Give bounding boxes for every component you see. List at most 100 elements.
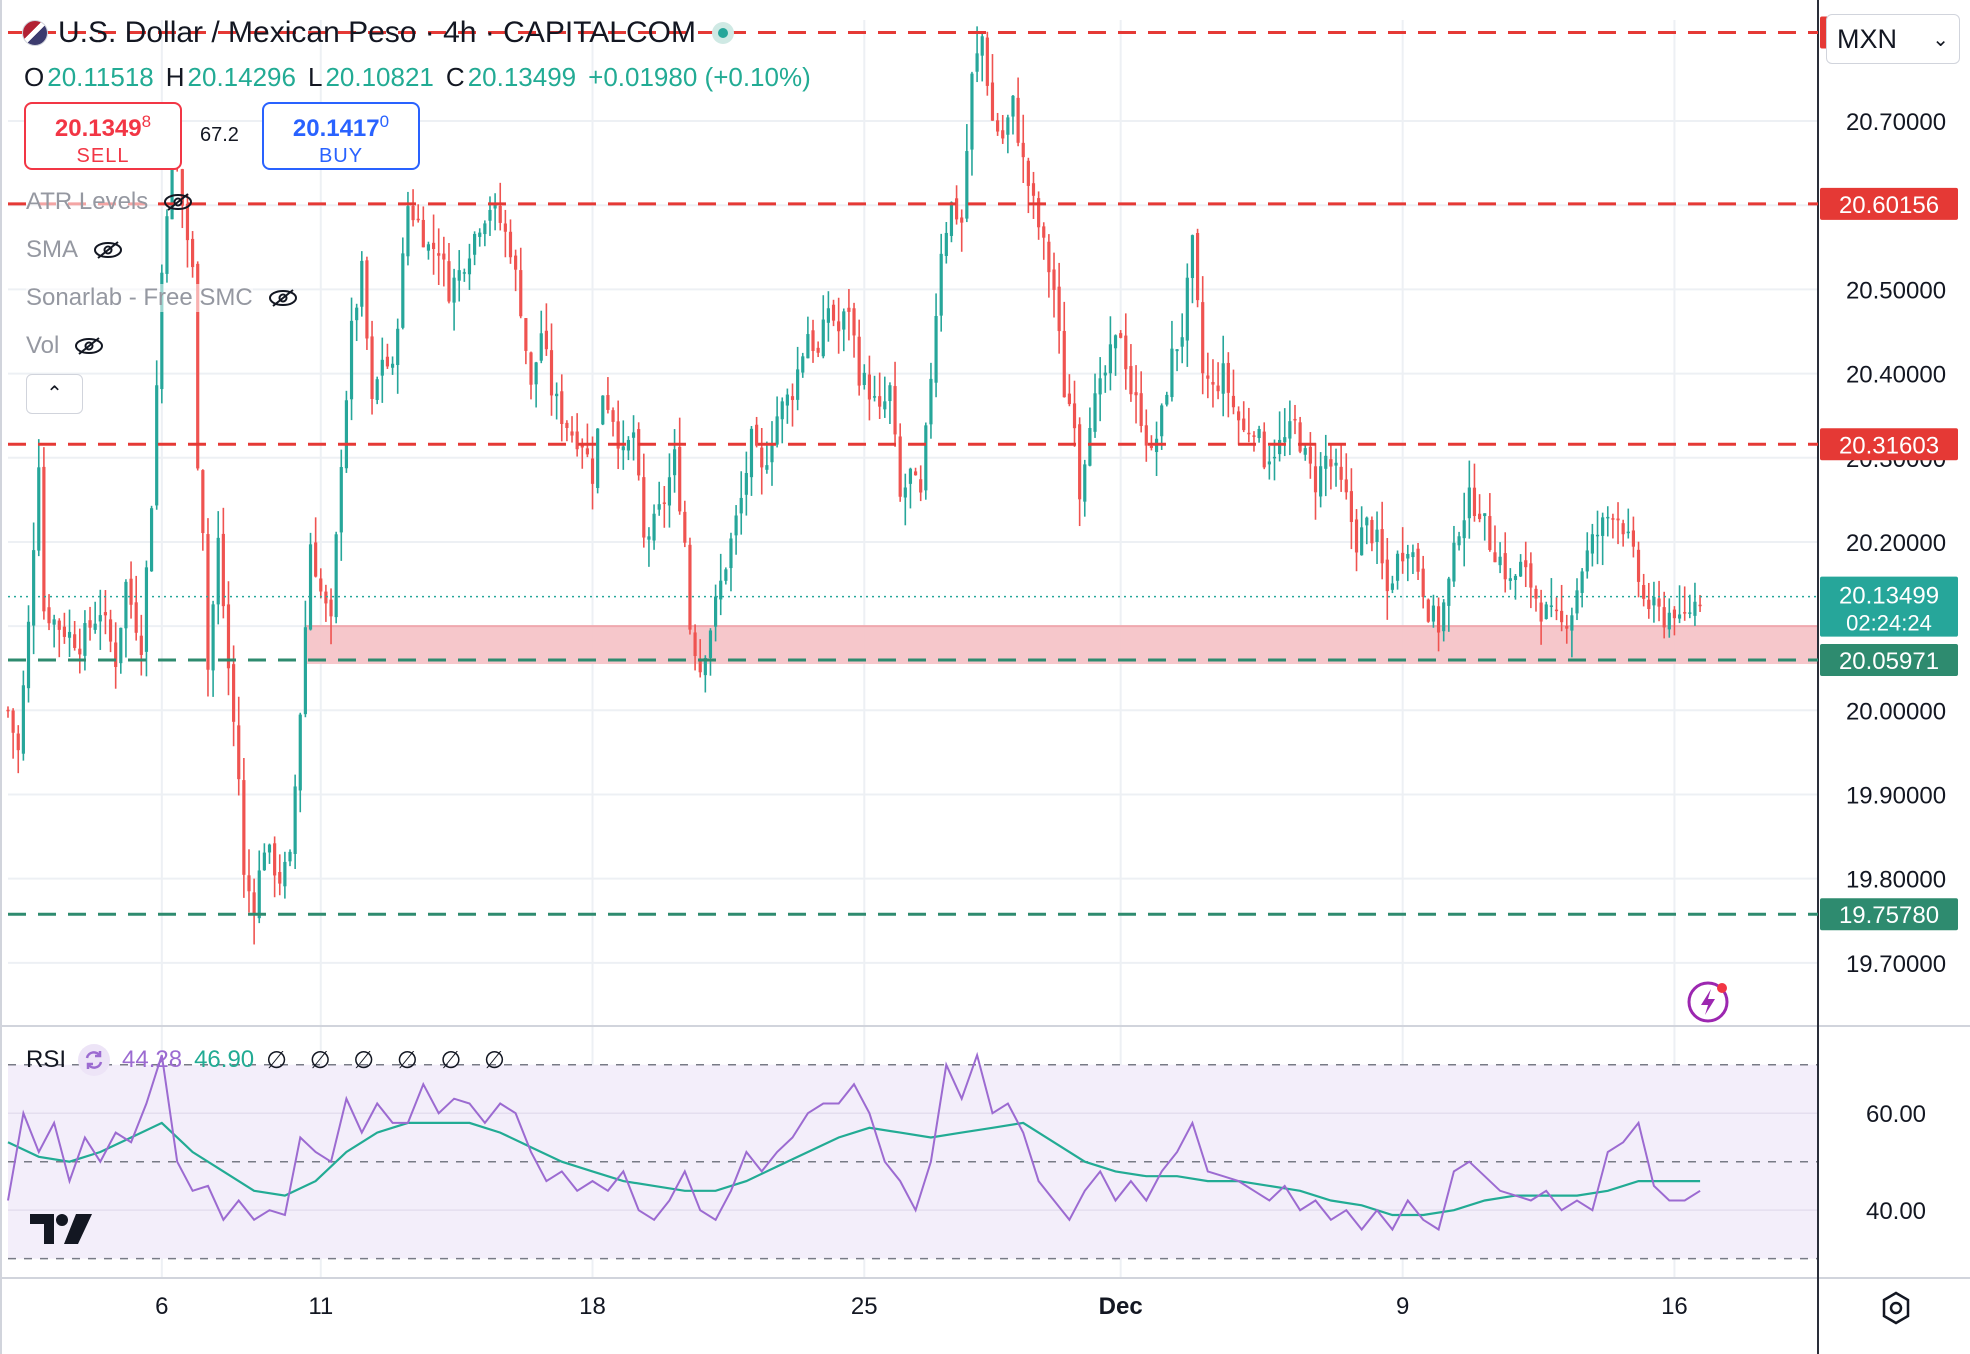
candle-body — [1411, 552, 1415, 558]
eye-hidden-icon[interactable] — [73, 336, 105, 356]
lightning-icon[interactable] — [1686, 980, 1730, 1024]
candle-body — [1667, 612, 1671, 630]
time-tick-label: 6 — [155, 1293, 168, 1320]
indicator-vol[interactable]: Vol — [26, 332, 105, 360]
candle-body — [196, 263, 200, 469]
candle-body — [1201, 302, 1205, 374]
candle-body — [878, 396, 882, 407]
candle-body — [949, 202, 954, 236]
candle-body — [678, 446, 682, 512]
price-tick-label: 19.90000 — [1846, 782, 1946, 809]
tradingview-logo-icon[interactable] — [30, 1212, 94, 1246]
candle-body — [1134, 392, 1138, 396]
candle-body — [365, 260, 369, 339]
candle-body — [575, 431, 579, 450]
candle-body — [493, 203, 497, 209]
rsi-legend[interactable]: RSI 44.28 46.90 ∅ ∅ ∅ ∅ ∅ ∅ — [26, 1044, 513, 1076]
time-tick-label: 9 — [1396, 1293, 1409, 1320]
indicator-label: Sonarlab - Free SMC — [26, 284, 253, 312]
candle-body — [739, 497, 743, 514]
candle-body — [442, 253, 446, 260]
candle-body — [693, 632, 697, 657]
candle-body — [1006, 117, 1010, 135]
price-tick-label: 19.80000 — [1846, 867, 1946, 894]
candle-body — [893, 386, 897, 435]
candle-body — [1575, 590, 1579, 614]
candle-body — [503, 223, 507, 232]
candle-body — [719, 580, 723, 600]
indicator-sonarlab-smc[interactable]: Sonarlab - Free SMC — [26, 284, 299, 312]
candle-body — [1226, 362, 1230, 393]
candle-body — [667, 477, 672, 506]
candle-body — [519, 270, 523, 317]
sync-icon[interactable] — [78, 1044, 111, 1076]
candle-body — [390, 363, 395, 368]
candle-body — [1344, 479, 1348, 493]
candle-body — [1190, 235, 1195, 279]
candle-body — [1452, 542, 1456, 582]
candle-body — [411, 205, 415, 221]
candle-body — [11, 710, 15, 733]
candle-body — [1385, 559, 1389, 592]
candle-body — [601, 395, 605, 425]
candle-body — [847, 307, 851, 312]
candle-body — [1052, 269, 1056, 290]
candle-body — [149, 508, 154, 572]
candle-body — [1457, 536, 1461, 546]
candle-body — [1160, 405, 1164, 437]
collapse-legend-button[interactable]: ⌃ — [26, 374, 83, 414]
candle-body — [303, 627, 307, 715]
candle-body — [26, 621, 31, 689]
candle-body — [1334, 462, 1338, 466]
candle-body — [52, 619, 56, 625]
candle-body — [1472, 487, 1477, 517]
candle-body — [749, 428, 754, 478]
candle-body — [1401, 552, 1405, 562]
candle-body — [1431, 605, 1436, 622]
candle-body — [621, 446, 625, 451]
candle-body — [1308, 446, 1312, 464]
candle-body — [1672, 609, 1677, 619]
candle-body — [1636, 549, 1641, 582]
candle-body — [319, 578, 323, 592]
indicator-sma[interactable]: SMA — [26, 236, 124, 264]
candle-body — [1621, 523, 1625, 535]
settings-icon[interactable] — [1878, 1290, 1914, 1326]
candle-body — [242, 780, 246, 875]
candle-body — [954, 198, 959, 220]
candle-body — [862, 372, 866, 385]
buy-button[interactable]: 20.14170 BUY — [262, 102, 420, 170]
candle-body — [790, 396, 795, 401]
candle-body — [1580, 571, 1584, 593]
change-value: +0.01980 (+0.10%) — [588, 62, 811, 92]
candle-body — [1426, 599, 1430, 622]
candle-body — [1247, 432, 1251, 435]
eye-hidden-icon[interactable] — [92, 240, 124, 260]
candle-body — [32, 550, 36, 626]
candle-body — [698, 659, 702, 673]
candle-body — [1513, 575, 1518, 580]
eye-hidden-icon[interactable] — [267, 288, 299, 308]
candle-body — [452, 277, 456, 303]
candle-body — [1339, 466, 1343, 480]
eye-hidden-icon[interactable] — [162, 192, 194, 212]
candle-body — [62, 626, 66, 637]
time-tick-label: 11 — [308, 1293, 333, 1320]
symbol-legend[interactable]: U.S. Dollar / Mexican Peso · 4h · CAPITA… — [22, 16, 734, 50]
currency-select[interactable]: MXN ⌄ — [1826, 14, 1960, 64]
rsi-null-values: ∅ ∅ ∅ ∅ ∅ ∅ — [266, 1046, 513, 1074]
candle-body — [703, 658, 707, 676]
candle-body — [1570, 615, 1574, 631]
candle-body — [1078, 424, 1082, 500]
sell-button[interactable]: 20.13498 SELL — [24, 102, 182, 170]
candle-body — [1524, 560, 1528, 568]
candle-body — [73, 634, 77, 648]
ohlc-values: O 20.11518 H 20.14296 L 20.10821 C 20.13499 … — [24, 62, 811, 93]
candle-body — [257, 870, 261, 919]
candle-body — [637, 429, 641, 476]
candle-body — [724, 569, 728, 581]
candle-body — [165, 216, 169, 274]
candle-body — [1113, 335, 1118, 349]
indicator-atr-levels[interactable]: ATR Levels — [26, 188, 194, 216]
